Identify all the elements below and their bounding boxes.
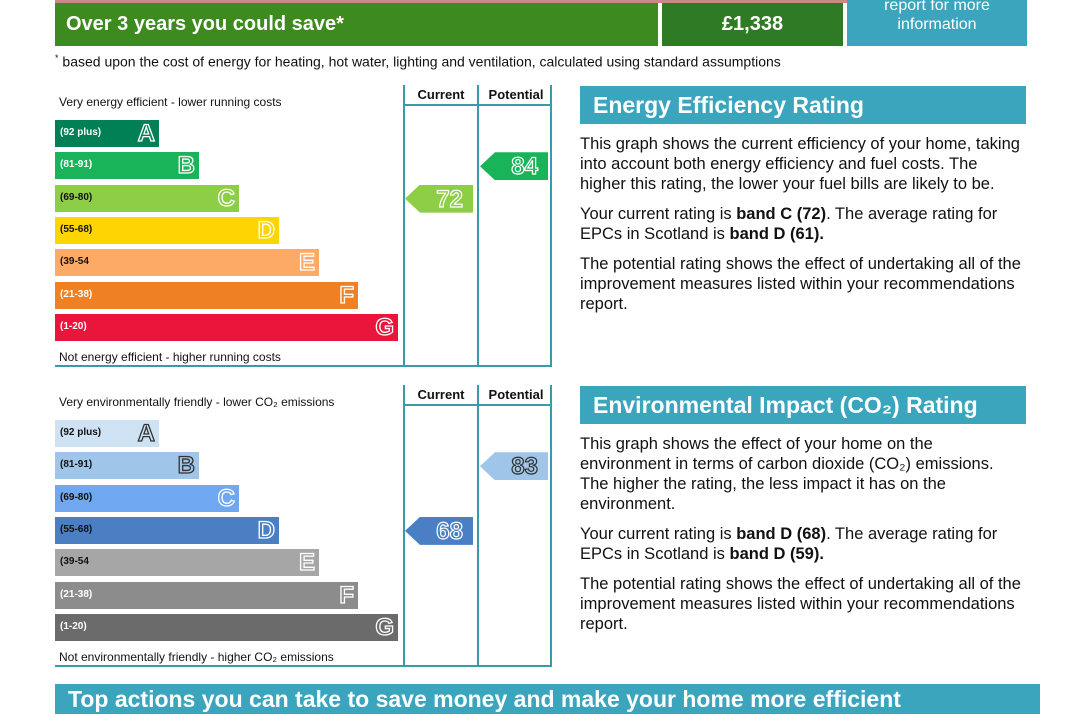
bottom-banner: Top actions you can take to save money a… [55,684,1040,714]
energy-rating-chart: Current Potential Very energy efficient - … [55,85,552,367]
band-a-bar: (92 plus) A [55,419,159,448]
band-f-bar: (21-38) F [55,581,358,609]
bottom-caption: Not environmentally friendly - higher CO… [59,650,334,664]
band-a-bar: (92 plus) A [55,119,159,148]
footnote-text: based upon the cost of energy for heatin… [62,53,781,70]
band-letter: B [177,452,196,480]
current-rating-value: 72 [436,185,464,213]
panel-title: Environmental Impact (CO₂) Rating [580,386,1026,424]
report-info-box[interactable]: report for more information [847,0,1027,46]
environment-rating-chart: Current Potential Very environmentally fri… [55,385,552,667]
band-letter: G [375,313,395,341]
band-range: (21-38) [60,588,93,600]
band-g-bar: (1-20) G [55,313,398,341]
chart-right-border [550,385,552,667]
chart-bottom-line [55,365,552,367]
savings-label: Over 3 years you could save* [55,3,658,46]
band-letter: C [217,184,236,212]
band-d-bar: (55-68) D [55,216,279,245]
band-letter: F [339,281,355,309]
top-border [55,0,1027,3]
band-range: (55-68) [60,223,93,235]
environment-description-panel: Environmental Impact (CO₂) Rating This g… [580,386,1026,634]
paragraph-1: This graph shows the effect of your home… [580,435,994,513]
band-b-bar: (81-91) B [55,152,199,180]
band-range: (92 plus) [60,427,102,438]
band-letter: G [375,613,395,641]
band-g-bar: (1-20) G [55,613,398,641]
top-caption: Very energy efficient - lower running co… [59,95,282,109]
band-c-bar: (69-80) C [55,484,239,512]
paragraph-3: The potential rating shows the effect of… [580,255,1021,313]
bottom-caption: Not energy efficient - higher running co… [59,350,281,364]
chart-right-border [550,85,552,367]
potential-header: Potential [488,387,544,402]
current-rating-arrow: 72 [405,184,473,213]
top-caption: Very environmentally friendly - lower CO… [59,395,335,409]
band-range: (39-54 [60,556,89,568]
band-letter: A [137,419,156,447]
potential-column-line [477,385,479,667]
potential-rating-arrow: 84 [480,152,548,181]
current-rating-value: 68 [436,517,464,545]
band-letter: A [137,119,156,147]
current-column-line [403,385,405,667]
band-range: (1-20) [60,320,87,332]
paragraph-1: This graph shows the current efficiency … [580,135,1020,193]
potential-column-line [477,85,479,367]
band-range: (81-91) [60,159,93,171]
band-range: (69-80) [60,191,93,203]
current-column-line [403,85,405,367]
band-range: (55-68) [60,523,93,535]
band-e-bar: (39-54 E [55,249,319,277]
band-letter: F [339,581,355,609]
band-letter: E [298,249,315,277]
band-range: (39-54 [60,256,89,268]
band-range: (69-80) [60,491,93,503]
paragraph-2: Your current rating is band C (72). The … [580,205,998,243]
chart-bottom-line [55,665,552,667]
current-header: Current [417,87,465,102]
band-range: (21-38) [60,288,93,300]
footnote: * based upon the cost of energy for heat… [55,53,781,70]
potential-rating-value: 84 [511,153,539,181]
header-divider [403,404,552,406]
potential-rating-arrow: 83 [480,452,548,481]
band-letter: B [177,152,196,180]
band-c-bar: (69-80) C [55,184,239,212]
band-letter: C [217,484,236,512]
potential-rating-value: 83 [511,453,539,481]
paragraph-3: The potential rating shows the effect of… [580,575,1021,633]
potential-header: Potential [488,87,544,102]
band-range: (92 plus) [60,127,102,138]
band-e-bar: (39-54 E [55,549,319,577]
savings-amount: £1,338 [662,3,843,46]
band-d-bar: (55-68) D [55,516,279,545]
band-f-bar: (21-38) F [55,281,358,309]
panel-title: Energy Efficiency Rating [580,86,1026,124]
energy-description-panel: Energy Efficiency Rating This graph show… [580,86,1026,314]
current-rating-arrow: 68 [405,516,473,545]
band-b-bar: (81-91) B [55,452,199,480]
current-header: Current [417,387,465,402]
band-range: (81-91) [60,459,93,471]
header-divider [403,104,552,106]
band-letter: D [257,516,276,544]
band-range: (1-20) [60,620,87,632]
band-letter: D [257,216,276,244]
band-letter: E [298,549,315,577]
paragraph-2: Your current rating is band D (68). The … [580,525,998,563]
